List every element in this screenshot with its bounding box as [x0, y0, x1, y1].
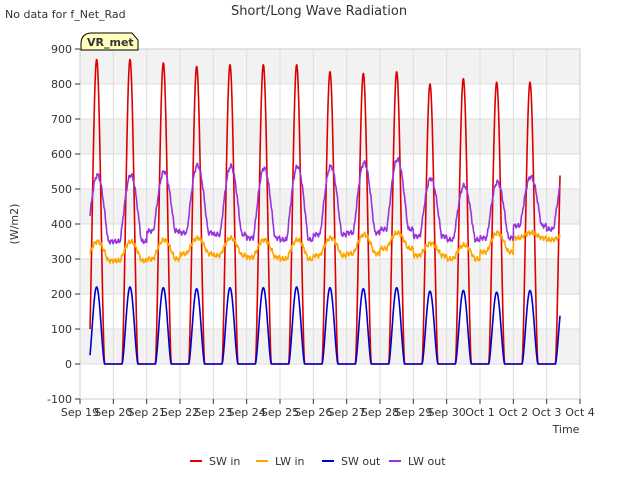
- y-tick-label: 800: [51, 78, 72, 91]
- legend-label: SW out: [341, 455, 381, 468]
- y-tick-label: 600: [51, 148, 72, 161]
- x-tick-label: Oct 2: [499, 406, 529, 419]
- legend-label: LW out: [408, 455, 446, 468]
- y-tick-label: 300: [51, 253, 72, 266]
- x-tick-label: Sep 23: [194, 406, 232, 419]
- site-badge: VR_met: [80, 32, 139, 51]
- x-tick-label: Sep 30: [428, 406, 466, 419]
- y-tick-label: 900: [51, 43, 72, 56]
- data-series: [89, 58, 561, 365]
- series-line-sw-out: [89, 286, 561, 365]
- x-tick-label: Sep 26: [294, 406, 332, 419]
- legend: SW in LW in SW out LW out: [190, 455, 446, 468]
- legend-label: SW in: [209, 455, 240, 468]
- x-tick-label: Sep 20: [94, 406, 132, 419]
- series-line-lw-in: [89, 229, 561, 264]
- x-tick-label: Oct 3: [532, 406, 562, 419]
- x-tick-label: Sep 24: [228, 406, 266, 419]
- plot-background: [80, 49, 580, 399]
- x-tick-label: Oct 1: [465, 406, 495, 419]
- plot-band: [80, 364, 580, 399]
- plot-band: [80, 84, 580, 119]
- x-tick-label: Sep 28: [361, 406, 399, 419]
- site-badge-label: VR_met: [87, 36, 134, 49]
- y-axis-label: (W/m2): [8, 204, 21, 245]
- y-tick-label: 0: [65, 358, 72, 371]
- plot-band: [80, 119, 580, 154]
- chart-title: Short/Long Wave Radiation: [231, 4, 407, 19]
- plot-band: [80, 224, 580, 259]
- y-tick-label: 100: [51, 323, 72, 336]
- y-tick-label: 200: [51, 288, 72, 301]
- y-tick-label: 500: [51, 183, 72, 196]
- plot-band: [80, 154, 580, 189]
- y-axis: -100 0 100 200 300 400 500 600 700 800 900: [47, 43, 80, 406]
- x-tick-label: Sep 29: [394, 406, 432, 419]
- x-tick-label: Oct 4: [565, 406, 595, 419]
- no-data-note: No data for f_Net_Rad: [5, 8, 126, 21]
- x-axis-label: Time: [552, 423, 580, 436]
- plot-band: [80, 49, 580, 84]
- y-tick-label: 700: [51, 113, 72, 126]
- x-tick-label: Sep 27: [328, 406, 366, 419]
- x-tick-label: Sep 22: [161, 406, 199, 419]
- plot-band: [80, 329, 580, 364]
- y-tick-label: -100: [47, 393, 72, 406]
- y-tick-label: 400: [51, 218, 72, 231]
- x-tick-label: Sep 21: [128, 406, 166, 419]
- x-tick-label: Sep 19: [61, 406, 99, 419]
- x-tick-label: Sep 25: [261, 406, 299, 419]
- legend-label: LW in: [275, 455, 305, 468]
- series-line-lw-out: [89, 156, 561, 245]
- plot-band: [80, 294, 580, 329]
- plot-band: [80, 189, 580, 224]
